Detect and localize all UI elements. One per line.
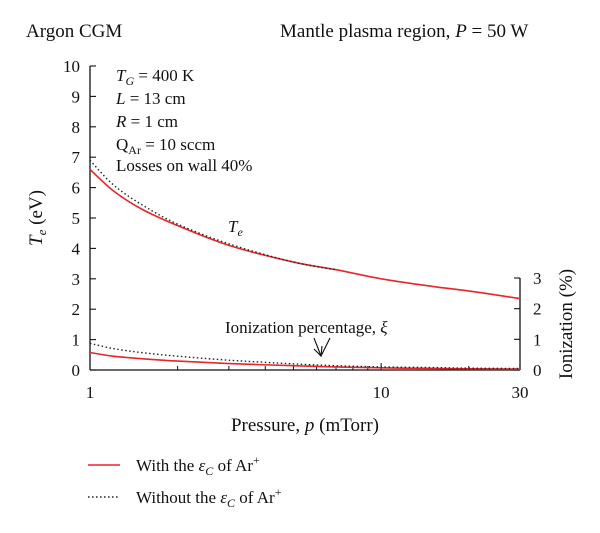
- y-left-tick-label: 3: [72, 270, 81, 289]
- series: [89, 159, 521, 370]
- y-left-tick-label: 0: [72, 361, 81, 380]
- legend: With the εC of Ar+ Without the εC of Ar+: [88, 453, 282, 510]
- y-left-tick-label: 9: [72, 87, 81, 106]
- y-right-tick-label: 0: [533, 361, 542, 380]
- ionization-arrows: [313, 337, 331, 358]
- param-q: QAr = 10 sccm: [116, 135, 215, 157]
- legend-solid-label: With the εC of Ar+: [136, 453, 260, 478]
- x-tick-label: 1: [86, 383, 95, 402]
- header-right: Mantle plasma region, P = 50 W: [280, 21, 528, 42]
- y-right-tick-label: 3: [533, 269, 542, 288]
- series-line-dotted-left: [89, 159, 337, 271]
- y-left-tick-label: 4: [72, 239, 81, 258]
- param-r: R = 1 cm: [115, 112, 178, 131]
- y-left-tick-label: 6: [72, 179, 81, 198]
- param-tg: TG = 400 K: [116, 66, 195, 88]
- x-tick-label: 30: [512, 383, 529, 402]
- y-axis-left-label: Te (eV): [26, 190, 49, 246]
- y-axis-right-label: Ionization (%): [556, 269, 577, 379]
- y-left-tick-label: 8: [72, 118, 81, 137]
- series-line-solid-left: [89, 168, 521, 300]
- ionization-annotation: Ionization percentage, ξ: [225, 318, 388, 337]
- legend-dotted-label: Without the εC of Ar+: [136, 485, 282, 510]
- y-right-tick-label: 2: [533, 300, 542, 319]
- x-axis-label: Pressure, p (mTorr): [231, 415, 379, 436]
- y-left-tick-label: 7: [72, 148, 81, 167]
- param-l: L = 13 cm: [115, 89, 186, 108]
- x-tick-label: 10: [373, 383, 390, 402]
- series-line-solid-right: [89, 351, 521, 370]
- te-annotation: Te: [228, 217, 243, 239]
- parameter-block: TG = 400 K L = 13 cm R = 1 cm QAr = 10 s…: [115, 66, 252, 175]
- y-right-tick-label: 1: [533, 330, 542, 349]
- y-left-tick-label: 10: [63, 57, 80, 76]
- series-line-dotted-right: [89, 342, 521, 370]
- y-left-tick-label: 2: [72, 300, 81, 319]
- y-left-tick-label: 1: [72, 331, 81, 350]
- header-left: Argon CGM: [26, 21, 122, 42]
- y-left-tick-label: 5: [72, 209, 81, 228]
- param-losses: Losses on wall 40%: [116, 156, 252, 175]
